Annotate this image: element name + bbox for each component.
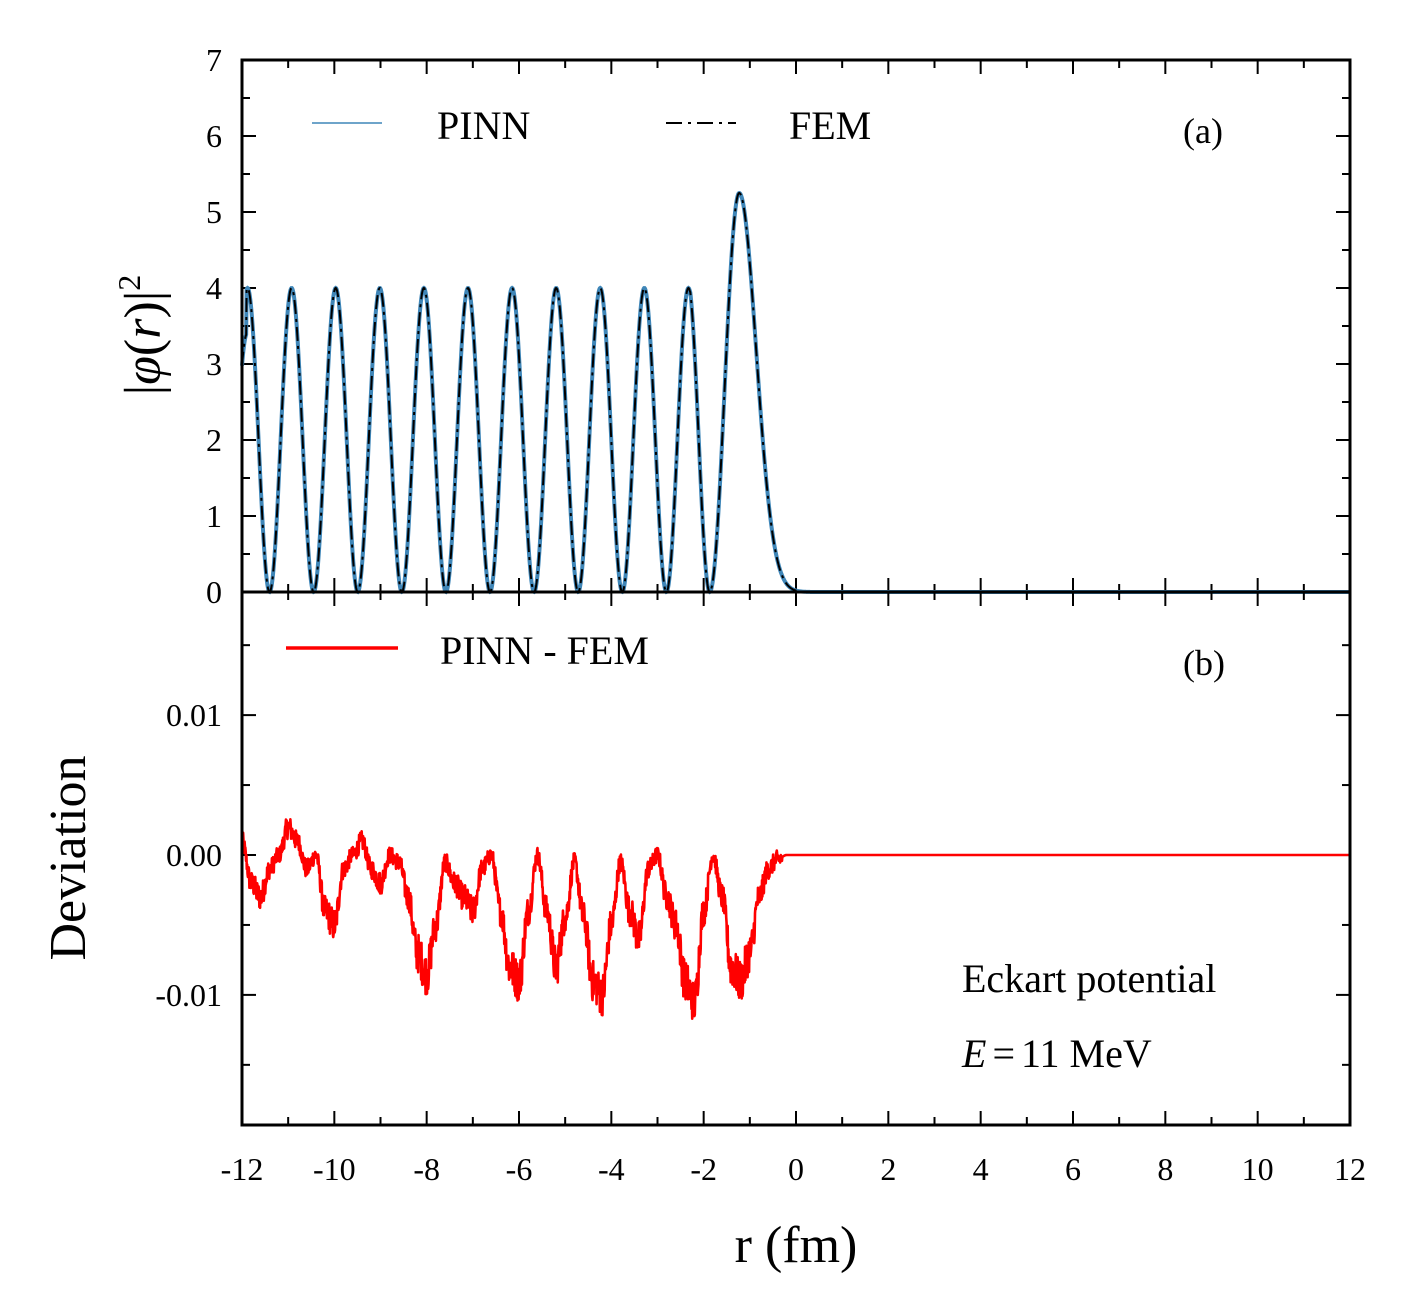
x-tick-label: 2	[880, 1151, 896, 1187]
panel-a-y-tick-label: 5	[206, 194, 222, 230]
panel-a-y-tick-label: 0	[206, 574, 222, 610]
panel-b-tick-labels: -12 -10 -8 -6 -4 -2 0 2 4 6 8 10 12 0.01 0.00 -0.01	[155, 697, 1366, 1187]
x-tick-label: -12	[221, 1151, 264, 1187]
ylabel-bar-left: |	[115, 385, 172, 395]
panel-b-y-tick-label: 0.00	[166, 837, 222, 873]
x-tick-label: -4	[598, 1151, 625, 1187]
panel-a-y-tick-label: 6	[206, 118, 222, 154]
panel-a-ylabel: |φ(r)|2	[111, 275, 172, 396]
annotation-energy: E = 11 MeV	[961, 1031, 1152, 1076]
panel-a-legend: PINN FEM	[312, 103, 871, 148]
x-tick-label: -8	[413, 1151, 440, 1187]
x-tick-label: -6	[506, 1151, 533, 1187]
legend-fem-label: FEM	[789, 103, 871, 148]
x-tick-label: 0	[788, 1151, 804, 1187]
ylabel-open-paren: (	[115, 339, 172, 356]
x-tick-label: -10	[313, 1151, 356, 1187]
annotation-energy-value: 11 MeV	[1021, 1031, 1152, 1076]
panel-b-y-tick-label: -0.01	[155, 977, 222, 1013]
x-tick-label: 4	[973, 1151, 989, 1187]
panel-b-y-tick-label: 0.01	[166, 697, 222, 733]
ylabel-r: r	[115, 318, 172, 339]
ylabel-bar-right: |	[115, 291, 172, 301]
legend-pinn-label: PINN	[437, 103, 530, 148]
panel-b-legend: PINN - FEM	[286, 628, 649, 673]
panel-b-frame	[240, 590, 1352, 1127]
panel-a-y-tick-label: 3	[206, 346, 222, 382]
legend-deviation-label: PINN - FEM	[440, 628, 649, 673]
panel-a-y-tick-label: 7	[206, 42, 222, 78]
ylabel-exponent: 2	[111, 275, 147, 291]
panel-b-label: (b)	[1183, 643, 1225, 683]
panel-a-y-tick-label: 1	[206, 498, 222, 534]
annotation-potential: Eckart potential	[962, 956, 1216, 1001]
panel-a-y-tick-label: 4	[206, 270, 222, 306]
annotation-energy-equals: =	[992, 1031, 1015, 1076]
x-tick-label: 10	[1242, 1151, 1274, 1187]
panel-a-y-tick-label: 2	[206, 422, 222, 458]
panel-a-label: (a)	[1183, 111, 1223, 151]
panel-b-ylabel: Deviation	[40, 755, 97, 960]
panel-a-tick-labels: 0 1 2 3 4 5 6 7	[206, 42, 222, 610]
x-tick-label: 8	[1157, 1151, 1173, 1187]
x-tick-label: 12	[1334, 1151, 1366, 1187]
ylabel-close-paren: )	[115, 301, 172, 318]
x-axis-title: r (fm)	[735, 1217, 858, 1274]
panel-b: -12 -10 -8 -6 -4 -2 0 2 4 6 8 10 12 0.01 0.00 -0.01 Dev…	[40, 590, 1366, 1274]
series-deviation-line	[240, 817, 1351, 1020]
ylabel-phi: φ	[115, 356, 172, 385]
panel-b-series	[240, 817, 1351, 1020]
x-tick-label: -2	[690, 1151, 717, 1187]
annotation-energy-symbol: E	[961, 1031, 986, 1076]
panel-a-ylabel-text: |φ(r)|2	[111, 275, 172, 396]
x-tick-label: 6	[1065, 1151, 1081, 1187]
